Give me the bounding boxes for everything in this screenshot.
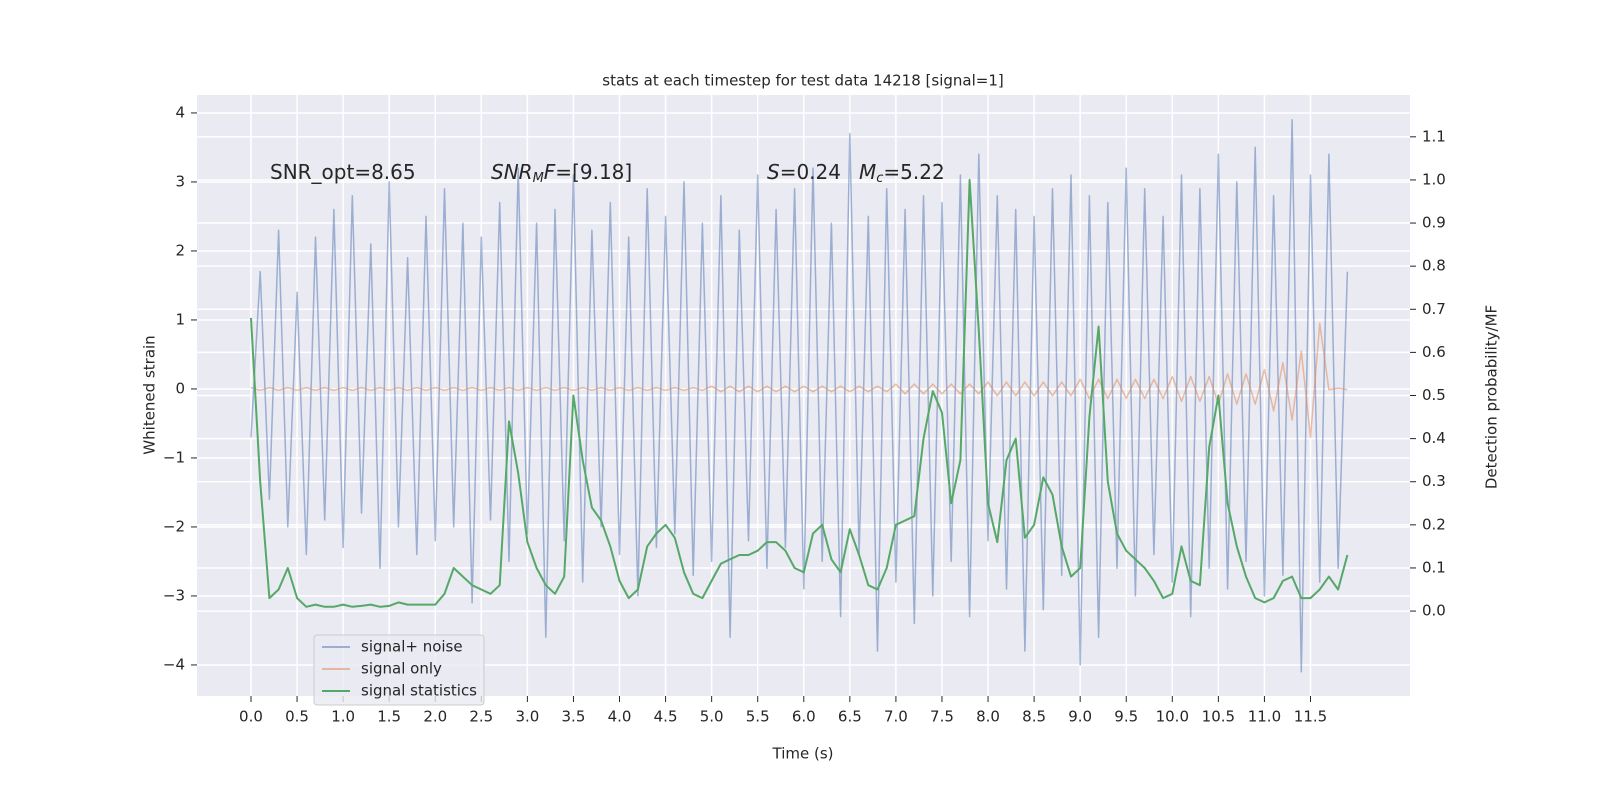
series-line bbox=[250, 178, 1349, 608]
x-tick-label: 4.5 bbox=[654, 708, 678, 726]
y2-tick-label: 1.0 bbox=[1422, 170, 1446, 188]
annotation-part: M bbox=[859, 160, 876, 184]
x-tick-label: 3.0 bbox=[515, 708, 539, 726]
annotation-part: SNR bbox=[491, 160, 533, 184]
x-tick-label: 6.0 bbox=[792, 708, 816, 726]
annotation-part: F bbox=[544, 160, 556, 184]
annotation-part: =0.24 bbox=[780, 160, 841, 184]
y-tick-label: 4 bbox=[175, 103, 185, 121]
y2-tick-label: 0.2 bbox=[1422, 515, 1446, 533]
x-tick-label: 1.0 bbox=[331, 708, 355, 726]
x-tick-label: 10.5 bbox=[1202, 708, 1235, 726]
x-tick-label: 5.0 bbox=[700, 708, 724, 726]
legend-label: signal statistics bbox=[361, 682, 477, 700]
legend-box bbox=[313, 634, 485, 706]
x-tick-label: 6.5 bbox=[838, 708, 862, 726]
chart-title: stats at each timestep for test data 142… bbox=[602, 72, 1003, 90]
y2-tick-label: 0.8 bbox=[1422, 257, 1446, 275]
y2-tick-label: 0.3 bbox=[1422, 472, 1446, 490]
x-tick-label: 1.5 bbox=[377, 708, 401, 726]
y2-tick-label: 1.1 bbox=[1422, 127, 1446, 145]
annotation-part: SNR_opt=8.65 bbox=[270, 160, 416, 184]
x-tick-label: 0.5 bbox=[285, 708, 309, 726]
y2-tick-label: 0.9 bbox=[1422, 214, 1446, 232]
x-tick-label: 2.5 bbox=[469, 708, 493, 726]
legend-label: signal+ noise bbox=[361, 638, 463, 656]
x-axis-label: Time (s) bbox=[772, 745, 834, 763]
y-axis-label: Whitened strain bbox=[141, 335, 159, 454]
annotation: S=0.24 bbox=[767, 160, 841, 184]
y2-tick-label: 0.5 bbox=[1422, 386, 1446, 404]
x-tick-label: 11.5 bbox=[1294, 708, 1327, 726]
y-tick-label: −2 bbox=[163, 517, 185, 535]
y-tick-label: 3 bbox=[175, 172, 185, 190]
x-tick-label: 10.0 bbox=[1156, 708, 1189, 726]
annotation: Mc=5.22 bbox=[859, 160, 945, 186]
y2-tick-label: 0.7 bbox=[1422, 300, 1446, 318]
legend: signal+ noise signal only signal statistic… bbox=[313, 634, 485, 706]
x-tick-label: 11.0 bbox=[1248, 708, 1281, 726]
y2-axis-label: Detection probability/MF bbox=[1483, 305, 1501, 489]
x-tick-label: 7.0 bbox=[884, 708, 908, 726]
y2-tick-label: 0.6 bbox=[1422, 343, 1446, 361]
annotation: SNRMF=[9.18] bbox=[491, 160, 632, 186]
x-tick-label: 8.5 bbox=[1022, 708, 1046, 726]
x-tick-label: 9.5 bbox=[1114, 708, 1138, 726]
y-tick-label: −3 bbox=[163, 586, 185, 604]
y-tick-label: 2 bbox=[175, 241, 185, 259]
x-tick-label: 8.0 bbox=[976, 708, 1000, 726]
y-tick-label: 0 bbox=[175, 379, 185, 397]
y-tick-label: −1 bbox=[163, 448, 185, 466]
y-tick-label: 1 bbox=[175, 310, 185, 328]
y-tick-label: −4 bbox=[163, 655, 185, 673]
annotation-part: c bbox=[876, 171, 883, 186]
annotation-part: =5.22 bbox=[883, 160, 944, 184]
annotation-part: S bbox=[767, 160, 780, 184]
annotation-part: =[9.18] bbox=[555, 160, 632, 184]
x-tick-label: 4.0 bbox=[608, 708, 632, 726]
y2-tick-label: 0.1 bbox=[1422, 558, 1446, 576]
legend-label: signal only bbox=[361, 660, 442, 678]
x-tick-label: 2.0 bbox=[423, 708, 447, 726]
annotation: SNR_opt=8.65 bbox=[270, 160, 416, 184]
y2-tick-label: 0.0 bbox=[1422, 602, 1446, 620]
x-tick-label: 0.0 bbox=[239, 708, 263, 726]
x-tick-label: 5.5 bbox=[746, 708, 770, 726]
annotation-part: M bbox=[533, 171, 544, 186]
x-tick-label: 3.5 bbox=[562, 708, 586, 726]
series-line bbox=[250, 322, 1348, 438]
x-tick-label: 7.5 bbox=[930, 708, 954, 726]
y2-tick-label: 0.4 bbox=[1422, 429, 1446, 447]
x-tick-label: 9.0 bbox=[1068, 708, 1092, 726]
